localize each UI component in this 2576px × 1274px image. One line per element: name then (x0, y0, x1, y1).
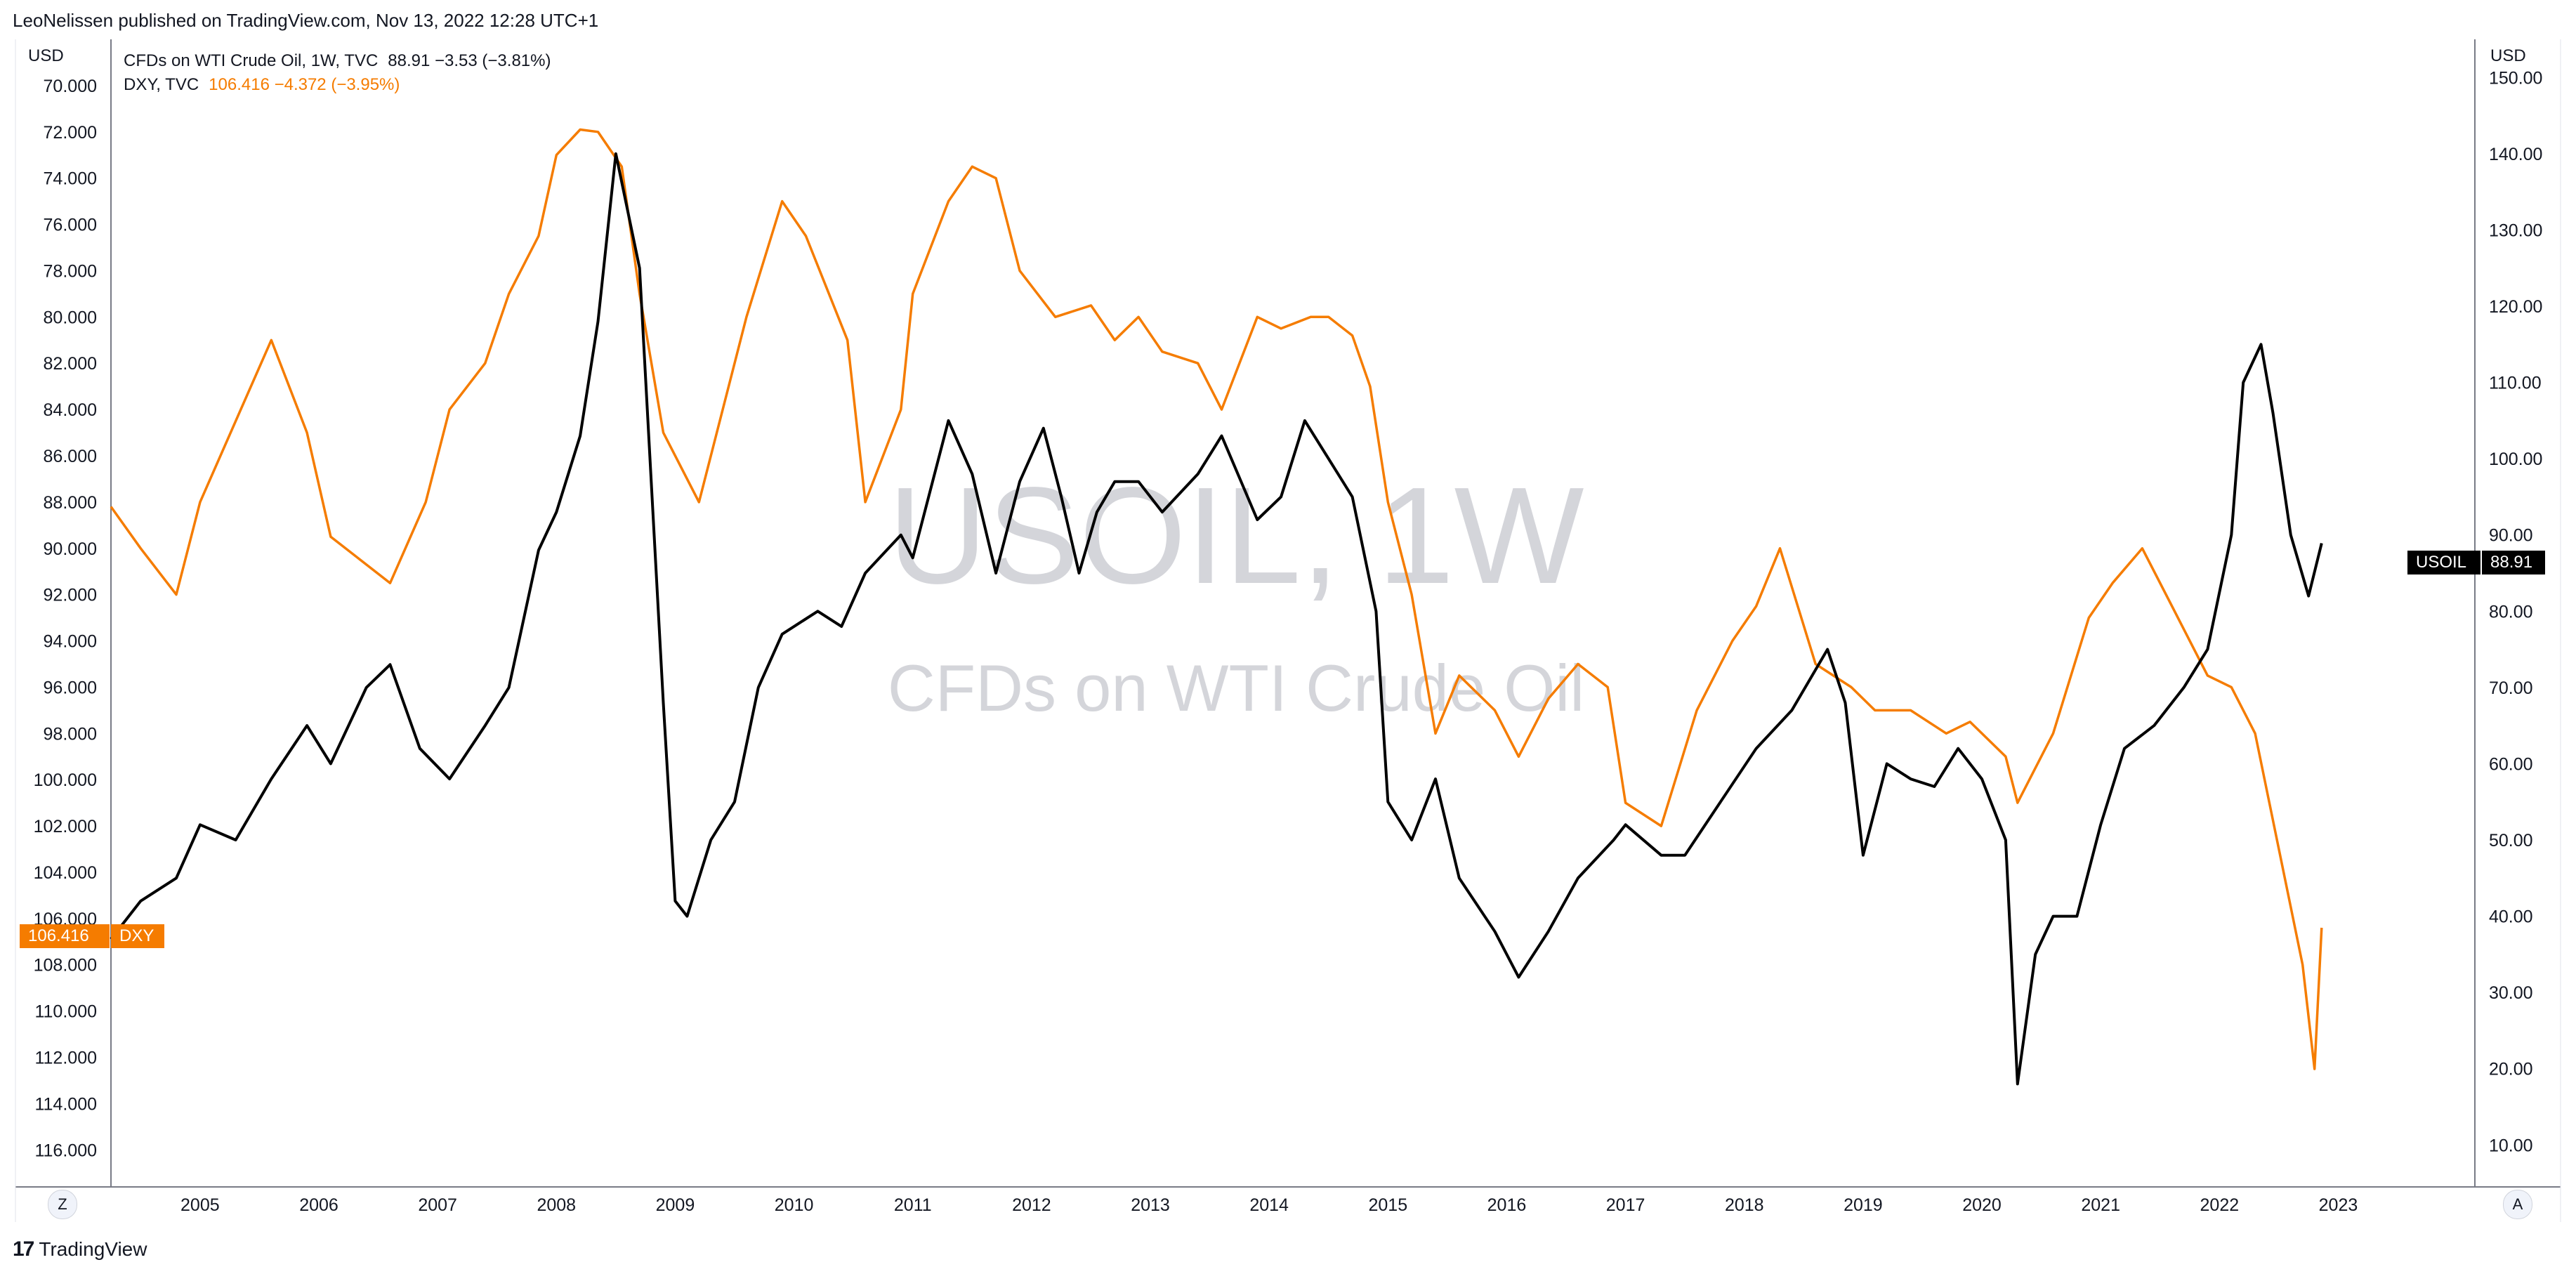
auto-scale-right-button[interactable]: A (2503, 1190, 2532, 1219)
x-tick-label: 2021 (2081, 1195, 2120, 1215)
right-tick-label: 20.00 (2489, 1060, 2533, 1079)
tradingview-logo-icon: 17 (13, 1237, 34, 1261)
left-tick-label: 92.000 (44, 586, 97, 605)
series-legend: CFDs on WTI Crude Oil, 1W, TVC 88.91 −3.5… (124, 49, 551, 97)
left-tick-label: 88.000 (44, 493, 97, 513)
dxy-series-line (110, 128, 2323, 1070)
oil-symbol-badge: USOIL (2407, 551, 2480, 574)
time-axis[interactable]: 2005 2006 2007 2008 2009 2010 2011 2012 2013 2014… (180, 1195, 2358, 1215)
x-tick-label: 2019 (1844, 1195, 1883, 1215)
watermark-symbol: USOIL, 1W (888, 459, 1584, 612)
x-tick-label: 2015 (1369, 1195, 1408, 1215)
left-tick-label: 78.000 (44, 261, 97, 281)
legend-dxy-values: 106.416 −4.372 (−3.95%) (209, 75, 400, 94)
x-tick-label: 2010 (775, 1195, 814, 1215)
right-tick-label: 110.00 (2489, 374, 2542, 393)
x-tick-label: 2011 (894, 1195, 932, 1215)
x-tick-label: 2013 (1131, 1195, 1170, 1215)
left-tick-label: 114.000 (34, 1094, 97, 1114)
right-tick-label: 50.00 (2489, 831, 2533, 851)
x-tick-label: 2006 (299, 1195, 339, 1215)
footer-brand: 17 TradingView (13, 1237, 147, 1261)
left-tick-label: 90.000 (44, 539, 97, 559)
right-price-axis[interactable]: 150.00 140.00 130.00 120.00 110.00 100.00 90.0… (2489, 68, 2542, 1155)
right-tick-label: 130.00 (2489, 221, 2542, 240)
publisher-line: LeoNelissen published on TradingView.com… (13, 10, 599, 31)
left-tick-label: 70.000 (44, 77, 97, 96)
right-tick-label: 10.00 (2489, 1136, 2533, 1155)
left-tick-label: 80.000 (44, 308, 97, 327)
watermark-description: CFDs on WTI Crude Oil (888, 651, 1584, 725)
right-tick-label: 30.00 (2489, 983, 2533, 1003)
legend-oil[interactable]: CFDs on WTI Crude Oil, 1W, TVC 88.91 −3.5… (124, 49, 551, 73)
right-tick-label: 40.00 (2489, 907, 2533, 927)
left-tick-label: 82.000 (44, 354, 97, 374)
x-tick-label: 2005 (180, 1195, 220, 1215)
right-axis-unit: USD (2490, 46, 2526, 65)
left-tick-label: 96.000 (44, 678, 97, 697)
x-tick-label: 2022 (2200, 1195, 2240, 1215)
symbol-watermark: USOIL, 1W CFDs on WTI Crude Oil (888, 459, 1584, 725)
left-tick-label: 102.000 (34, 817, 97, 836)
legend-dxy-name: DXY, TVC (124, 75, 199, 94)
x-tick-label: 2023 (2319, 1195, 2358, 1215)
left-tick-label: 84.000 (44, 400, 97, 420)
dxy-price-badge: 106.416 (20, 924, 110, 948)
left-tick-label: 98.000 (44, 724, 97, 744)
left-tick-label: 108.000 (34, 956, 97, 976)
dxy-symbol-badge: DXY (111, 924, 164, 948)
legend-oil-values: 88.91 −3.53 (−3.81%) (388, 51, 551, 70)
x-tick-label: 2008 (537, 1195, 576, 1215)
auto-scale-left-button[interactable]: Z (48, 1190, 77, 1219)
x-tick-label: 2014 (1249, 1195, 1289, 1215)
left-tick-label: 94.000 (44, 632, 97, 652)
x-tick-label: 2018 (1725, 1195, 1764, 1215)
right-tick-label: 70.00 (2489, 678, 2533, 698)
left-tick-label: 110.000 (34, 1002, 97, 1022)
left-tick-label: 112.000 (34, 1049, 97, 1068)
left-tick-label: 100.000 (34, 770, 97, 790)
right-tick-label: 100.00 (2489, 449, 2542, 469)
x-tick-label: 2007 (418, 1195, 457, 1215)
left-tick-label: 72.000 (44, 123, 97, 143)
x-tick-label: 2016 (1487, 1195, 1527, 1215)
x-tick-label: 2009 (656, 1195, 695, 1215)
left-axis-unit: USD (28, 46, 64, 65)
right-tick-label: 120.00 (2489, 297, 2542, 317)
left-tick-label: 74.000 (44, 169, 97, 189)
oil-price-badge: 88.91 (2482, 551, 2545, 574)
right-tick-label: 60.00 (2489, 754, 2533, 774)
right-tick-label: 80.00 (2489, 602, 2533, 622)
right-tick-label: 90.00 (2489, 526, 2533, 546)
left-price-axis[interactable]: 70.000 72.000 74.000 76.000 78.000 80.000 82.0… (34, 77, 97, 1160)
x-tick-label: 2020 (1962, 1195, 2002, 1215)
legend-dxy[interactable]: DXY, TVC 106.416 −4.372 (−3.95%) (124, 73, 551, 97)
legend-oil-name: CFDs on WTI Crude Oil, 1W, TVC (124, 51, 379, 70)
right-tick-label: 140.00 (2489, 145, 2542, 164)
x-tick-label: 2017 (1606, 1195, 1645, 1215)
right-tick-label: 150.00 (2489, 68, 2542, 88)
left-tick-label: 116.000 (34, 1141, 97, 1160)
left-tick-label: 76.000 (44, 216, 97, 235)
left-tick-label: 86.000 (44, 447, 97, 466)
series-layer (110, 128, 2323, 1086)
oil-series-line (110, 152, 2323, 1086)
plot-area (15, 39, 2561, 1222)
left-tick-label: 104.000 (34, 863, 97, 883)
brand-name: TradingView (39, 1238, 147, 1260)
x-tick-label: 2012 (1012, 1195, 1051, 1215)
